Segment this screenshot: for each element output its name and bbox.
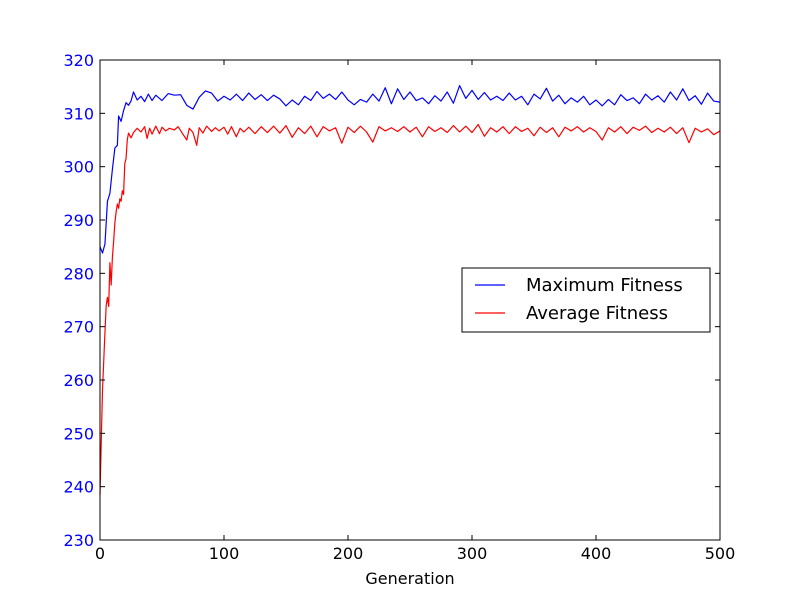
- y-tick-label: 280: [63, 264, 94, 283]
- x-tick-label: 200: [333, 544, 364, 563]
- legend-box: [461, 267, 711, 333]
- x-tick-label: 100: [209, 544, 240, 563]
- y-tick-label: 230: [63, 531, 94, 550]
- legend-label: Maximum Fitness: [526, 275, 683, 296]
- series-line-average-fitness: [99, 123, 721, 495]
- plot-frame: [99, 59, 721, 541]
- legend: Maximum Fitness Average Fitness: [461, 267, 711, 333]
- y-tick-label: 290: [63, 211, 94, 230]
- x-axis-label: Generation: [365, 569, 454, 588]
- series-line-maximum-fitness: [99, 85, 721, 254]
- ticks-layer: 0 100 200 300 400 500 230 240 250 260 270 280 290 300…: [63, 51, 735, 563]
- legend-label: Average Fitness: [526, 303, 668, 324]
- x-tick-label: 500: [705, 544, 736, 563]
- series-layer: [99, 85, 721, 495]
- x-tick-label: 400: [581, 544, 612, 563]
- y-tick-label: 270: [63, 318, 94, 337]
- y-tick-label: 300: [63, 158, 94, 177]
- y-tick-label: 240: [63, 478, 94, 497]
- y-tick-label: 310: [63, 104, 94, 123]
- y-tick-label: 320: [63, 51, 94, 70]
- y-tick-label: 260: [63, 371, 94, 390]
- y-tick-label: 250: [63, 424, 94, 443]
- x-tick-label: 0: [95, 544, 105, 563]
- x-tick-label: 300: [457, 544, 488, 563]
